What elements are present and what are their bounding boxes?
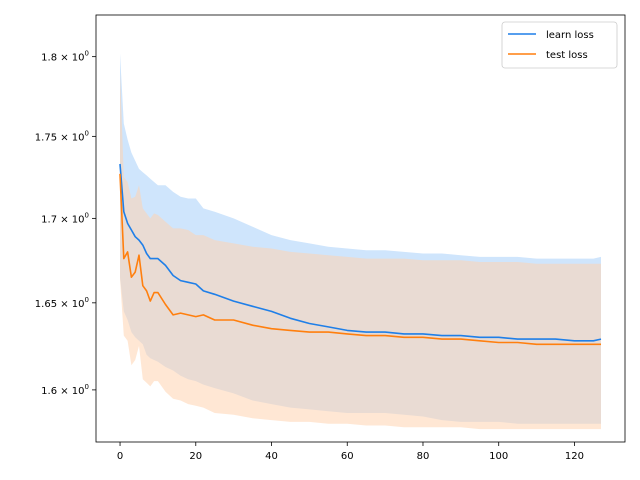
plot-area bbox=[95, 14, 626, 443]
x-tick-label: 120 bbox=[565, 451, 584, 462]
y-tick-label: 1.8 × 100 bbox=[41, 50, 89, 64]
axes-frame bbox=[95, 14, 626, 443]
y-tick-label: 1.65 × 100 bbox=[35, 296, 89, 310]
y-axis: 1.6 × 100 1.65 × 100 1.7 × 100 1.75 × 100 1.… bbox=[35, 50, 96, 397]
line-test-loss bbox=[119, 173, 601, 346]
y-tick-label: 1.7 × 100 bbox=[41, 211, 89, 225]
y-tick-label: 1.6 × 100 bbox=[41, 383, 89, 397]
x-axis: 0 20 40 60 80 100 120 bbox=[117, 442, 584, 462]
y-tick-label: 1.75 × 100 bbox=[35, 129, 89, 143]
x-tick-label: 0 bbox=[117, 451, 123, 462]
series-lines bbox=[119, 163, 602, 346]
legend-label-test-loss: test loss bbox=[546, 50, 588, 61]
legend-label-learn-loss: learn loss bbox=[546, 30, 594, 41]
x-tick-label: 80 bbox=[417, 451, 430, 462]
line-learn-loss bbox=[119, 163, 602, 342]
legend: learn loss test loss bbox=[501, 21, 618, 69]
x-tick-label: 100 bbox=[489, 451, 508, 462]
band-test-loss bbox=[120, 72, 601, 430]
legend-box bbox=[501, 21, 618, 69]
confidence-bands bbox=[120, 53, 601, 430]
x-tick-label: 20 bbox=[189, 451, 202, 462]
x-tick-label: 40 bbox=[265, 451, 278, 462]
x-tick-label: 60 bbox=[341, 451, 354, 462]
